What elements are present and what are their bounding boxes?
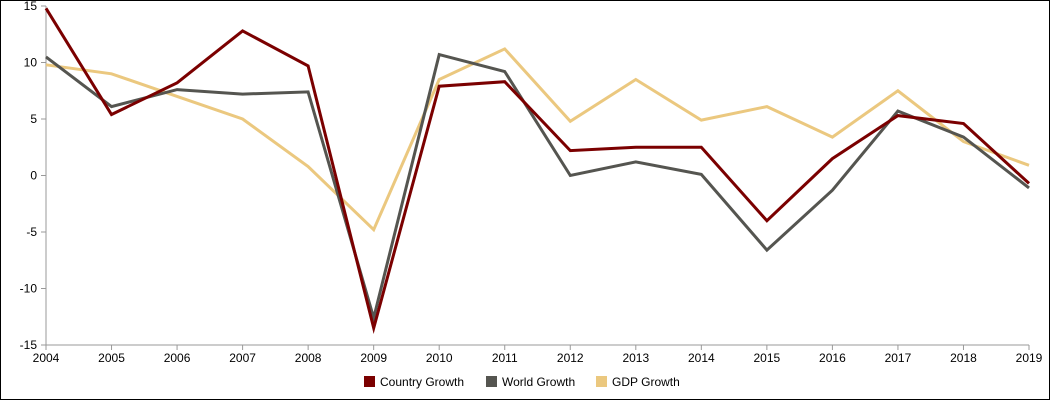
x-tick-label: 2019 (1016, 351, 1043, 365)
x-tick-label: 2013 (622, 351, 649, 365)
x-tick-label: 2014 (688, 351, 715, 365)
x-tick-label: 2005 (98, 351, 125, 365)
legend-swatch-gdp-growth (596, 376, 607, 387)
legend-swatch-country-growth (364, 376, 375, 387)
x-tick-label: 2018 (950, 351, 977, 365)
series-line-world-growth (45, 52, 1030, 324)
series-lines (44, 7, 1031, 335)
x-tick-label: 2010 (426, 351, 453, 365)
y-tick-label: 10 (24, 56, 38, 70)
x-tick-label: 2004 (33, 351, 60, 365)
axes (41, 5, 1030, 350)
x-tick-label: 2007 (229, 351, 256, 365)
x-tick-label: 2006 (164, 351, 191, 365)
legend-label-country-growth: Country Growth (380, 375, 464, 389)
x-tick-label: 2011 (492, 351, 518, 365)
legend: Country Growth World Growth GDP Growth (364, 375, 680, 389)
legend-label-gdp-growth: GDP Growth (612, 375, 680, 389)
y-tick-label: -15 (20, 338, 38, 352)
y-tick-label: 15 (24, 0, 38, 13)
legend-swatch-world-growth (486, 376, 497, 387)
x-tick-label: 2015 (754, 351, 781, 365)
x-tick-label: 2016 (819, 351, 846, 365)
x-tick-label: 2012 (557, 351, 584, 365)
y-tick-label: -5 (26, 225, 37, 239)
y-tick-label: -10 (20, 282, 38, 296)
series-line-gdp-growth (45, 47, 1030, 233)
x-tick-label: 2017 (885, 351, 912, 365)
x-tick-label: 2008 (295, 351, 322, 365)
y-tick-label: 0 (30, 169, 37, 183)
series-line-country-growth (44, 7, 1031, 335)
x-tick-label: 2009 (360, 351, 387, 365)
y-tick-label: 5 (30, 112, 37, 126)
legend-label-world-growth: World Growth (502, 375, 575, 389)
